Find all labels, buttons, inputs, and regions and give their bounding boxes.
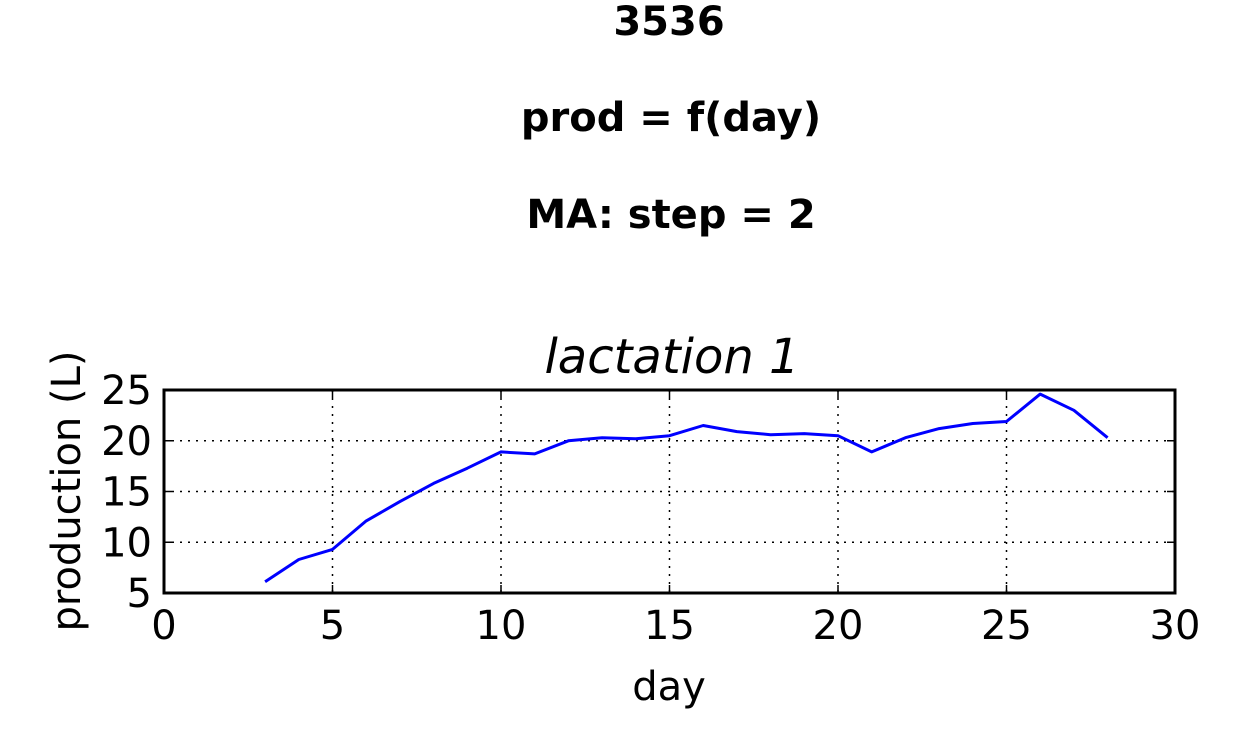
x-tick-label: 25 [981,603,1032,649]
y-tick-label: 5 [127,571,152,617]
series-group [264,392,1109,584]
figure-title-function: prod = f(day) [520,95,822,141]
x-tick-label: 30 [1150,603,1201,649]
figure-title-moving-average: MA: step = 2 [526,192,816,238]
series-line [264,392,1109,584]
y-tick-label: 25 [101,368,152,414]
y-tick-label: 10 [101,520,152,566]
y-axis-label: production (L) [44,351,90,632]
x-axis-label: day [632,664,706,710]
x-tick-label: 15 [644,603,695,649]
gridlines [164,390,1175,593]
x-tick-label: 20 [813,603,864,649]
figure-title-id: 3536 [613,0,725,45]
plot-title: lactation 1 [544,329,799,385]
y-tick-label: 15 [101,470,152,516]
y-tick-label: 20 [101,419,152,465]
x-axis-ticks: 0 5 10 15 20 25 30 [151,390,1200,649]
x-tick-label: 0 [151,603,176,649]
x-tick-label: 10 [476,603,527,649]
x-tick-label: 5 [320,603,345,649]
